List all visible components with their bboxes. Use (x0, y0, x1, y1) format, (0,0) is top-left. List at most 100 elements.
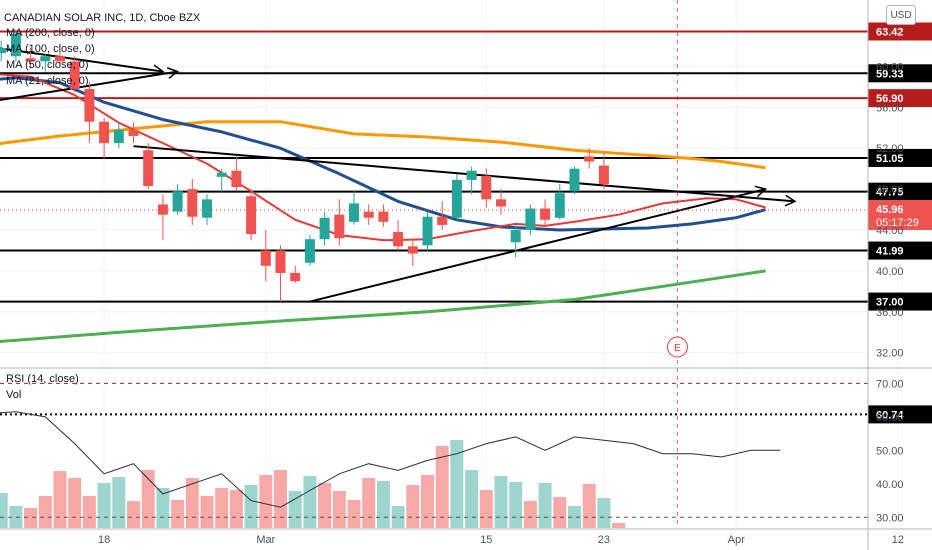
candle (246, 189, 257, 241)
candle (0, 40, 7, 62)
last-price-tag (868, 199, 932, 230)
candle (407, 240, 418, 266)
rsi-marker-label: 60.74 (876, 409, 904, 421)
volume-bar (450, 440, 464, 528)
candle-body (40, 56, 51, 62)
candle-body (290, 272, 301, 282)
volume-bar (112, 477, 126, 528)
ma-line (0, 269, 766, 343)
rsi-tick-label: 30.00 (876, 512, 904, 524)
rsi-label: RSI (14, close) (6, 373, 79, 385)
candle (157, 194, 168, 241)
moving-averages (0, 73, 766, 343)
candle-body (334, 214, 345, 239)
currency-button[interactable]: USD (886, 5, 916, 25)
trend-arrow (754, 185, 768, 198)
volume-bar (0, 493, 8, 528)
earnings-label: E (674, 343, 681, 354)
candle (10, 29, 21, 62)
volume-bar (244, 485, 258, 528)
candle (363, 204, 374, 225)
candle-body (422, 216, 433, 246)
candle-body (363, 211, 374, 218)
candle (437, 201, 448, 231)
candle-body (10, 33, 21, 57)
grid-layer (0, 0, 899, 528)
candle-body (304, 239, 315, 263)
candle-body (157, 204, 168, 215)
candle (393, 219, 404, 251)
level-tag (868, 292, 932, 311)
price-tick-label: 32.00 (876, 348, 904, 360)
volume-bar (274, 470, 287, 528)
candle-body (598, 165, 609, 185)
volume-bar (465, 470, 479, 528)
ma21-label: MA (21, close, 0) (6, 75, 89, 87)
candle-body (275, 250, 286, 273)
volume-bar (318, 483, 332, 528)
volume-bar (185, 478, 199, 528)
price-levels: 63.42 59.33 56.90 51.05 47.75 41.99 37.00 (0, 22, 932, 311)
rsi-marker-tag (868, 405, 932, 424)
candle (275, 245, 286, 302)
candle-body (540, 208, 551, 220)
trend-arrow (784, 194, 797, 207)
candle-body (216, 172, 227, 177)
volume-bar (156, 488, 170, 528)
volume-bar (303, 476, 317, 528)
volume-bar (24, 508, 38, 528)
candle (172, 184, 183, 215)
legend: CANADIAN SOLAR INC, 1D, Cboe BZX MA (200… (4, 12, 201, 401)
volume-bar (38, 496, 52, 528)
candle-body (407, 246, 418, 254)
volume-bar (259, 475, 273, 528)
level-tag (868, 22, 932, 41)
candle (99, 117, 110, 159)
candle (510, 224, 521, 258)
vol-label: Vol (6, 389, 21, 401)
candle (466, 166, 477, 195)
earnings-badge (666, 336, 688, 358)
ma-line (0, 76, 766, 232)
volume-bar (494, 476, 508, 528)
candle (187, 178, 198, 225)
level-label: 51.05 (876, 153, 904, 165)
volume-bar (597, 498, 611, 528)
candle (304, 235, 315, 266)
last-price-label: 45.96 (876, 204, 904, 216)
candle-body (172, 191, 183, 212)
volume-bar (332, 491, 346, 528)
ma100-label: MA (100, close, 0) (6, 43, 95, 55)
volume-bar (553, 497, 567, 528)
candle (319, 211, 330, 246)
candle-body (437, 216, 448, 225)
volume-bar (171, 500, 185, 528)
candle (25, 48, 36, 69)
price-tick-label: 48.00 (876, 184, 904, 196)
candle-body (569, 168, 580, 192)
candle (481, 168, 492, 208)
candle (216, 168, 227, 192)
ma-line (0, 120, 766, 170)
ma50-label: MA (50, close, 0) (6, 59, 89, 71)
volume-bar (82, 496, 96, 528)
time-tick-label: 23 (598, 534, 610, 546)
candle-body (231, 170, 242, 188)
level-label: 63.42 (876, 26, 904, 38)
price-tick-label: 40.00 (876, 266, 904, 278)
candle-body (113, 129, 124, 144)
volume-bar (538, 483, 552, 528)
candle-body (246, 196, 257, 235)
candle-body (496, 199, 506, 207)
rsi-line (0, 411, 781, 508)
candle (496, 189, 506, 215)
rsi-tick-label: 50.00 (876, 445, 904, 457)
volume-bar (612, 523, 626, 528)
candle (584, 148, 595, 169)
candle (598, 153, 609, 190)
level-label: 56.90 (876, 93, 904, 105)
time-tick-label: Apr (728, 534, 745, 546)
